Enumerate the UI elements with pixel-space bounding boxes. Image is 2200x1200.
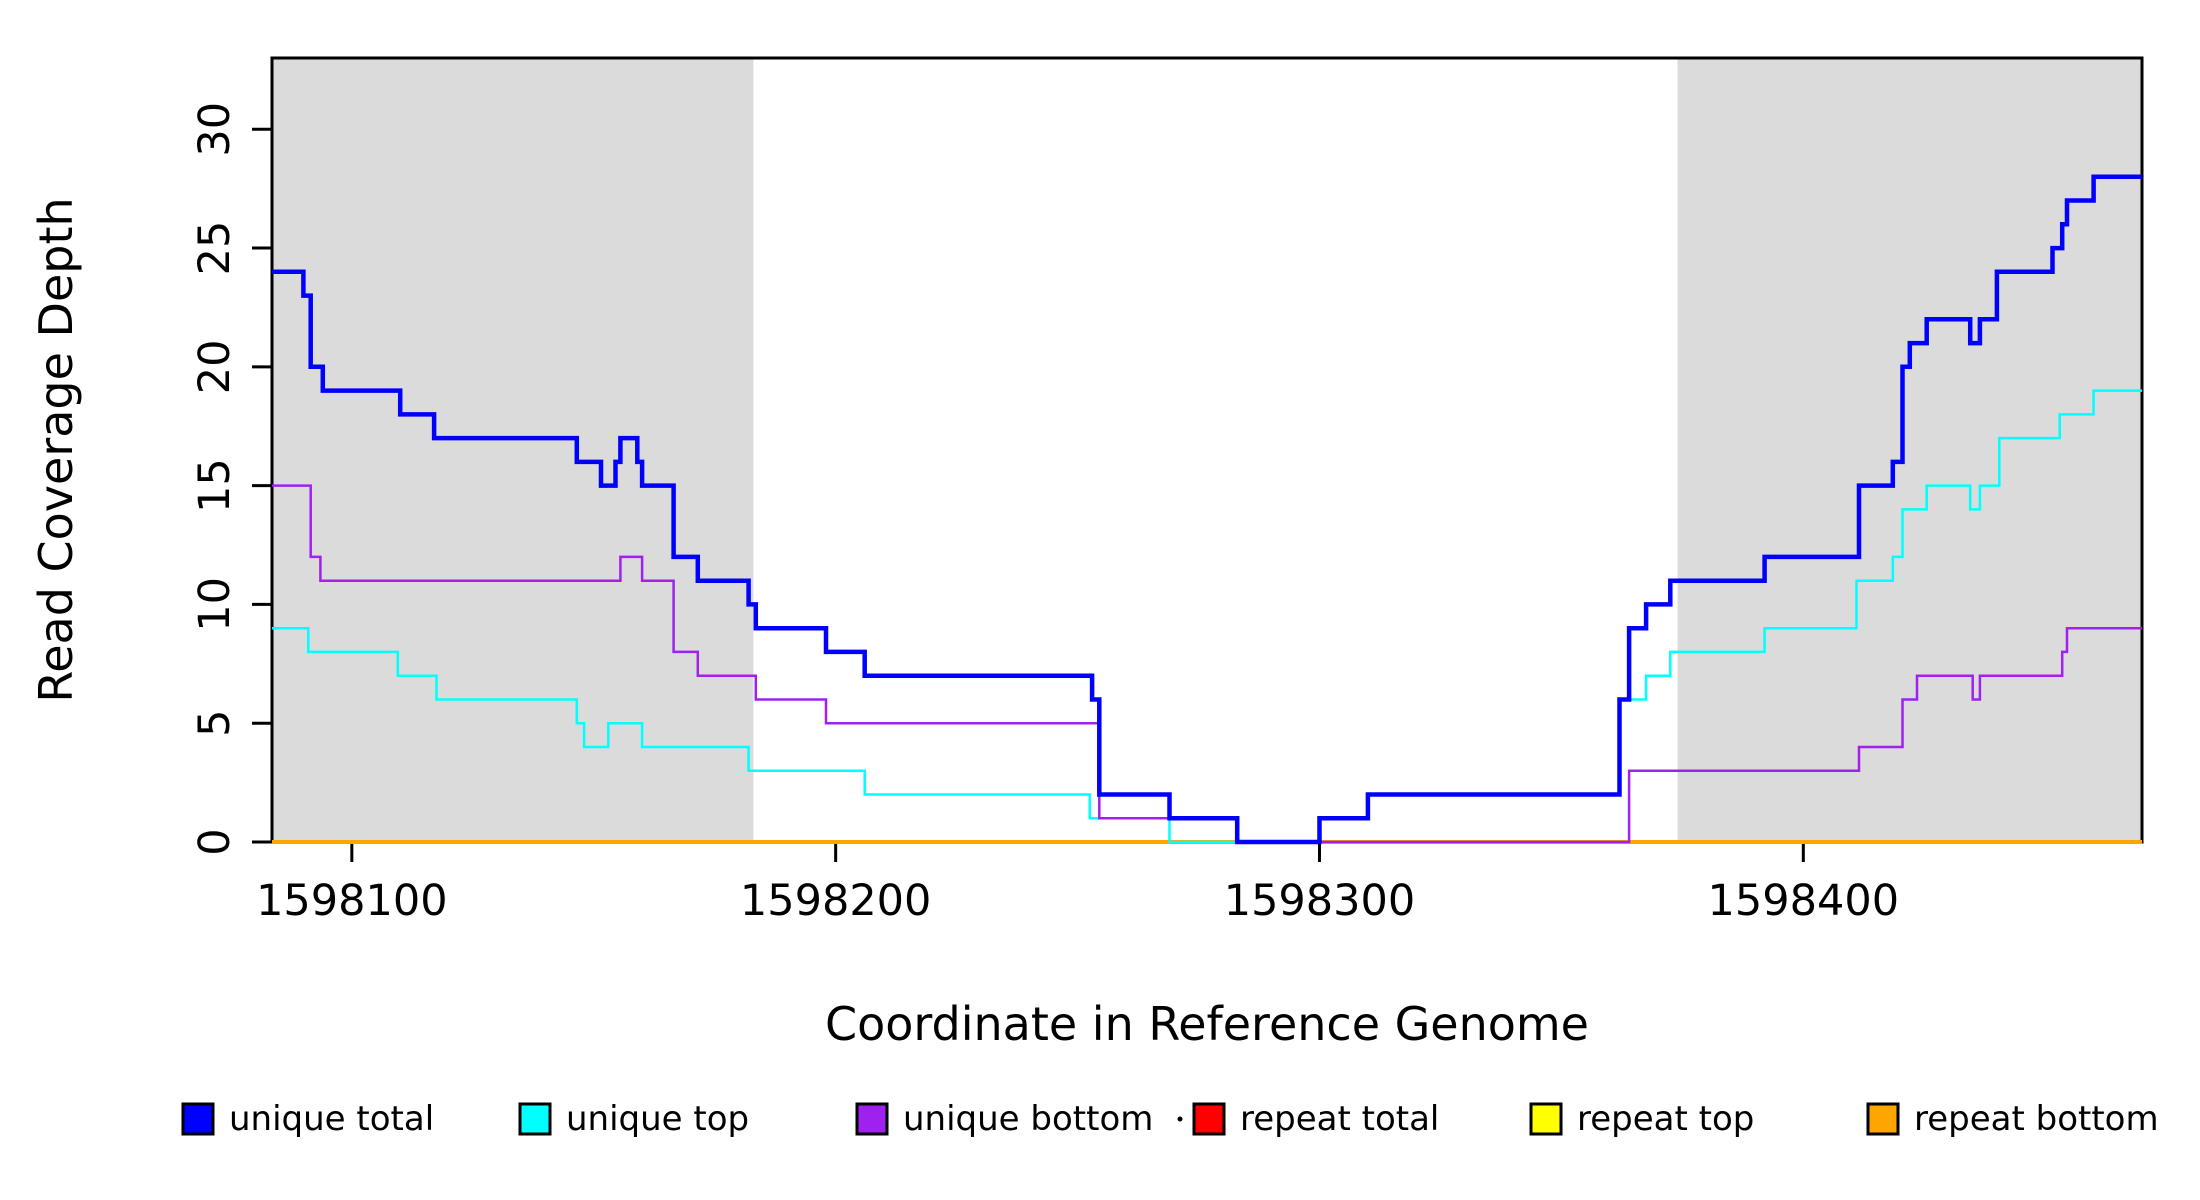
legend-swatch-repeat-top <box>1529 1102 1563 1136</box>
x-tick-label: 1598100 <box>256 876 448 926</box>
y-tick-label: 0 <box>190 828 240 855</box>
x-tick-label: 1598300 <box>1224 876 1416 926</box>
x-axis-title: Coordinate in Reference Genome <box>825 997 1589 1051</box>
x-tick-label: 1598400 <box>1708 876 1900 926</box>
axis-ticks: 1598100 1598200 1598300 1598400 0 5 10 15 20 25 30 <box>190 102 1899 926</box>
legend-swatch-unique-bottom <box>855 1102 889 1136</box>
legend-swatch-unique-top <box>518 1102 552 1136</box>
legend-label-unique-total: unique total <box>229 1099 434 1139</box>
shaded-region-2 <box>1677 58 2142 842</box>
y-tick-label: 20 <box>190 339 240 394</box>
legend-swatch-repeat-total <box>1192 1102 1226 1136</box>
legend-label-repeat-top: repeat top <box>1577 1099 1754 1139</box>
legend-label-unique-bottom: unique bottom <box>903 1099 1153 1139</box>
legend-label-repeat-bottom: repeat bottom <box>1914 1099 2159 1139</box>
x-tick-label: 1598200 <box>740 876 932 926</box>
y-tick-label: 30 <box>190 102 240 157</box>
y-axis-title: Read Coverage Depth <box>29 197 83 702</box>
shaded-regions <box>272 58 2142 842</box>
y-tick-label: 25 <box>190 221 240 276</box>
y-tick-label: 10 <box>190 577 240 632</box>
y-tick-label: 15 <box>190 458 240 513</box>
legend: unique total unique top unique bottom repea… <box>181 1099 2159 1139</box>
series-lines <box>272 174 2142 845</box>
shaded-region-1 <box>272 58 754 842</box>
series-line-unique-total <box>272 174 2142 845</box>
legend-label-repeat-total: repeat total <box>1240 1099 1439 1139</box>
y-tick-label: 5 <box>190 710 240 737</box>
artifact-dot <box>1177 1116 1183 1122</box>
legend-swatch-unique-total <box>181 1102 215 1136</box>
legend-swatch-repeat-bottom <box>1866 1102 1900 1136</box>
legend-label-unique-top: unique top <box>566 1099 749 1139</box>
